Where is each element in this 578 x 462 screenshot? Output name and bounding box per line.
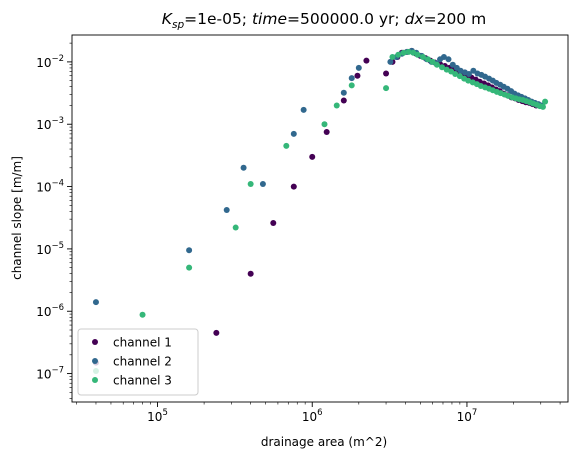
- x-tick-label: 107: [457, 408, 478, 424]
- data-point: [340, 97, 347, 104]
- data-point: [240, 164, 247, 171]
- y-tick-label: 10−2: [36, 54, 64, 70]
- data-point: [354, 72, 361, 79]
- title-k-name: K: [162, 10, 174, 28]
- data-point: [363, 57, 370, 64]
- data-point: [539, 103, 546, 110]
- ticks: 105 106 107 10−7 10−6 10−5 10−4 10−3 10−2: [36, 42, 561, 424]
- title-k-sub: sp: [172, 19, 184, 31]
- data-point: [348, 82, 355, 89]
- data-point: [323, 129, 330, 136]
- legend: channel 1 channel 2 channel 3: [77, 328, 199, 396]
- data-point: [270, 220, 277, 227]
- data-point: [283, 142, 290, 149]
- data-point: [247, 180, 254, 187]
- data-point: [389, 53, 396, 60]
- data-point: [259, 180, 266, 187]
- y-axis-label: channel slope [m/m]: [10, 156, 24, 280]
- chart-title: Ksp=1e-05; time=500000.0 yr; dx=200 m: [162, 10, 486, 31]
- data-point: [186, 264, 193, 271]
- data-point: [383, 85, 390, 92]
- svg-text:Ksp=1e-05; time=500000.0 yr; d: Ksp=1e-05; time=500000.0 yr; dx=200 m: [162, 10, 486, 31]
- data-point: [414, 51, 421, 58]
- legend-label: channel 3: [113, 374, 172, 388]
- y-tick-label: 10−3: [36, 116, 64, 132]
- series-1-points: [92, 47, 540, 366]
- data-point: [321, 121, 328, 128]
- data-point: [290, 183, 297, 190]
- data-point: [309, 153, 316, 160]
- axes: [71, 34, 569, 403]
- data-point: [333, 102, 340, 109]
- data-point: [542, 98, 549, 105]
- data-point: [232, 224, 239, 231]
- data-point: [223, 207, 230, 214]
- data-point: [300, 106, 307, 113]
- legend-box: [77, 328, 199, 396]
- plot-frame: [71, 34, 569, 403]
- data-point: [247, 270, 254, 277]
- data-point: [429, 58, 436, 65]
- data-point: [465, 70, 472, 77]
- legend-marker: [92, 339, 98, 345]
- x-tick-label: 106: [302, 408, 323, 424]
- data-point: [355, 64, 362, 71]
- data-point: [139, 311, 146, 318]
- data-point: [452, 70, 459, 77]
- data-point: [445, 56, 452, 63]
- y-tick-label: 10−6: [36, 303, 64, 319]
- y-tick-label: 10−4: [36, 179, 64, 195]
- legend-label: channel 1: [113, 336, 172, 350]
- x-axis-label: drainage area (m^2): [261, 435, 387, 449]
- data-point: [424, 56, 431, 63]
- y-tick-label: 10−5: [36, 241, 64, 257]
- data-point: [290, 130, 297, 137]
- title-dx-name: dx: [405, 10, 425, 28]
- plot-marks: [92, 47, 549, 374]
- title-time-value: =500000.0 yr;: [287, 10, 405, 28]
- data-point: [340, 89, 347, 96]
- data-point: [405, 48, 412, 55]
- data-point: [400, 49, 407, 56]
- data-point: [383, 70, 390, 77]
- data-point: [440, 53, 447, 60]
- y-tick-label: 10−7: [36, 366, 64, 382]
- data-point: [92, 299, 99, 306]
- data-point: [449, 61, 456, 68]
- data-point: [186, 247, 193, 254]
- legend-label: channel 2: [113, 355, 172, 369]
- data-point: [213, 329, 220, 336]
- data-point: [420, 53, 427, 60]
- data-point: [348, 75, 355, 82]
- legend-marker: [92, 377, 98, 383]
- data-point: [439, 64, 446, 71]
- title-k-value: =1e-05;: [184, 10, 252, 28]
- data-point: [433, 61, 440, 68]
- data-point: [387, 58, 394, 65]
- title-dx-value: =200 m: [424, 10, 487, 28]
- data-point: [395, 51, 402, 58]
- title-time-name: time: [252, 10, 287, 28]
- series-3-points: [92, 48, 549, 374]
- x-tick-label: 105: [147, 408, 168, 424]
- legend-marker: [92, 358, 98, 364]
